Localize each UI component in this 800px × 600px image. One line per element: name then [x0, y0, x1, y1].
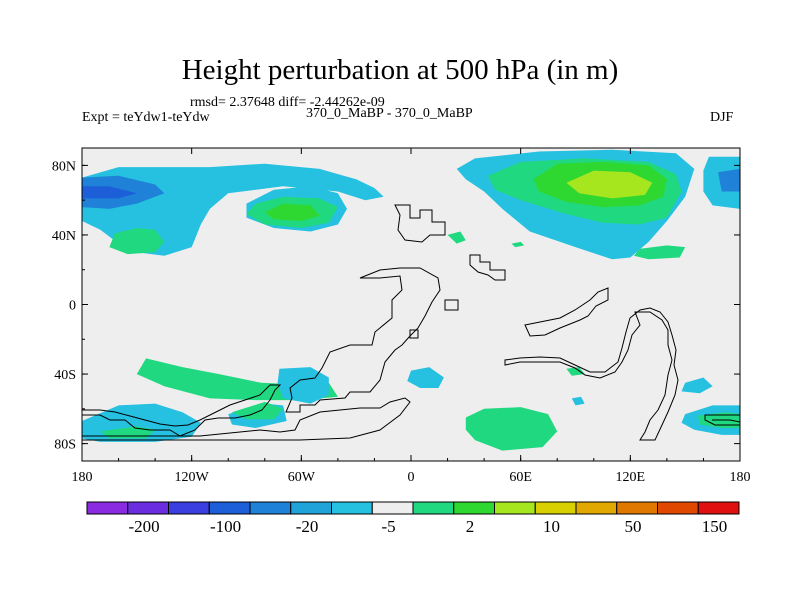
y-tick-label: 80S [54, 438, 76, 453]
colorbar-label: 150 [702, 517, 728, 536]
contour-regions [82, 149, 740, 451]
axis-ticks [81, 148, 741, 461]
coastline-central-america [469, 254, 506, 281]
colorbar-swatch [494, 501, 536, 515]
colorbar-swatch [453, 501, 495, 515]
map-layer [82, 148, 741, 461]
y-tick-label: 0 [69, 299, 76, 314]
experiment-label: Expt = teYdw1-teYdw [82, 110, 210, 125]
y-tick-label: 40S [54, 368, 76, 383]
x-tick-label: 120E [616, 470, 646, 485]
colorbar-swatch [249, 501, 292, 515]
coastline-africa [524, 287, 609, 337]
colorbar-labels: -200 -100 -20 -5 2 10 50 150 [128, 517, 727, 536]
colorbar-swatch [86, 501, 129, 515]
contour-region-13 [634, 245, 686, 260]
colorbar-swatch [331, 501, 373, 515]
x-tick-label: 120W [175, 470, 210, 485]
colorbar-swatch [575, 501, 618, 515]
coastlines [82, 204, 741, 441]
coastline-antarctica-east [704, 414, 741, 426]
contour-region-24 [566, 367, 585, 376]
contour-region-15 [511, 241, 525, 248]
contour-region-23 [465, 407, 558, 451]
x-axis-labels: 180 120W 60W 0 60E 120E 180 [72, 470, 751, 485]
y-tick-label: 40N [52, 229, 76, 244]
x-tick-label: 0 [408, 470, 415, 485]
contour-region-25 [571, 396, 585, 406]
colorbar-swatch [208, 501, 251, 515]
coastline-asia-east [504, 307, 679, 441]
colorbar-swatch [127, 501, 169, 515]
stats-label: rmsd= 2.37648 diff= -2.44262e-09 [190, 95, 385, 110]
colorbar-label: -200 [128, 517, 159, 536]
coastline-north-america [394, 204, 446, 243]
colorbar-label: -100 [210, 517, 241, 536]
colorbar-swatch [534, 501, 577, 515]
contour-region-12 [718, 168, 740, 192]
x-tick-label: 60E [509, 470, 532, 485]
contour-region-3 [82, 186, 137, 199]
coastline-south-america [285, 267, 441, 413]
contour-region-22 [407, 367, 444, 388]
x-tick-label: 60W [288, 470, 316, 485]
contour-region-14 [447, 231, 466, 244]
colorbar-label: 10 [543, 517, 560, 536]
season-label: DJF [710, 110, 734, 125]
colorbar-swatch [290, 501, 332, 515]
colorbar-label: 50 [625, 517, 642, 536]
colorbar-swatch [412, 501, 455, 515]
period-label: 370_0_MaBP - 370_0_MaBP [306, 106, 473, 121]
plot-title: Height perturbation at 500 hPa (in m) [181, 54, 619, 86]
coastline-islands [409, 329, 419, 339]
colorbar-label: -20 [296, 517, 319, 536]
x-tick-label: 180 [730, 470, 751, 485]
colorbar-swatch [168, 501, 210, 515]
coastline-europe [444, 299, 459, 311]
colorbar-swatch [371, 501, 414, 515]
contour-region-5 [264, 203, 320, 221]
y-axis-labels: 80N 40N 0 40S 80S [52, 159, 76, 452]
colorbar-label: 2 [466, 517, 475, 536]
contour-region-26 [681, 377, 713, 394]
coastline-east-edge [712, 419, 741, 423]
y-tick-label: 80N [52, 159, 76, 174]
colorbar-swatch [616, 501, 658, 515]
colorbar-swatch [697, 501, 740, 515]
contour-region-6 [109, 228, 165, 255]
coastline-antarctica-west [82, 384, 282, 437]
colorbar-swatch [657, 501, 699, 515]
colorbar-label: -5 [381, 517, 395, 536]
contour-region-10 [566, 170, 653, 199]
x-tick-label: 180 [72, 470, 93, 485]
coastline-antarctica-coast [82, 397, 411, 441]
contour-region-21 [231, 401, 284, 420]
colorbar [86, 501, 740, 515]
